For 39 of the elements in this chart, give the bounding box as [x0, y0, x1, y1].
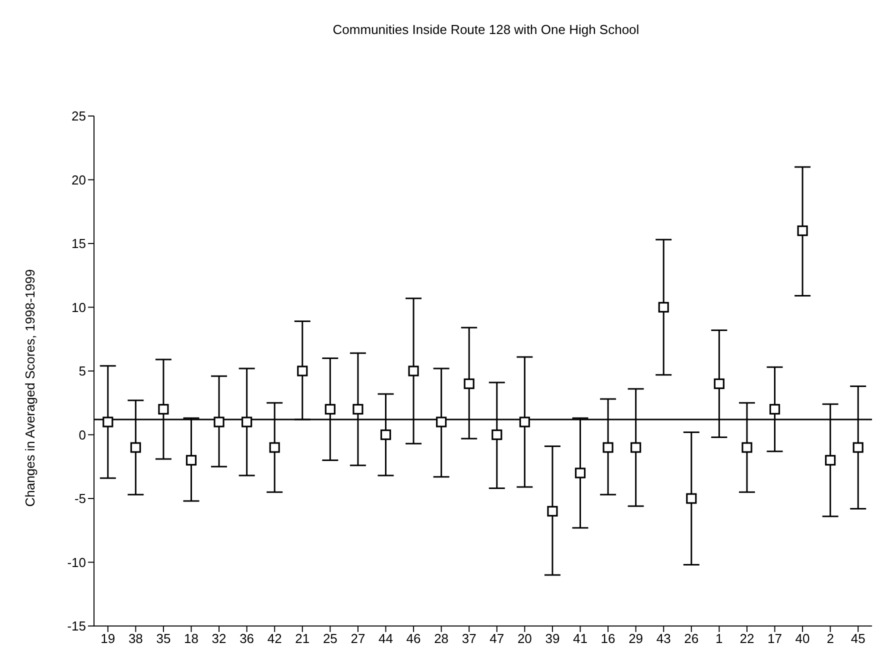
y-tick-label: 20: [72, 172, 86, 188]
x-tick-label: 25: [322, 631, 338, 646]
x-tick-label: 26: [684, 631, 699, 646]
x-tick-label: 28: [434, 631, 449, 646]
chart-title: Communities Inside Route 128 with One High School: [332, 22, 640, 37]
y-tick-label: 25: [72, 108, 86, 124]
x-tick-label: 17: [768, 631, 782, 646]
y-tick-label: 0: [78, 427, 86, 442]
x-tick-label: 35: [156, 631, 171, 646]
x-tick-label: 42: [267, 631, 282, 646]
x-tick-label: 18: [184, 631, 198, 646]
x-tick-label: 27: [350, 631, 366, 646]
x-tick-label: 1: [716, 631, 723, 646]
x-tick-label: 16: [600, 631, 616, 646]
x-tick-label: 47: [490, 631, 504, 646]
x-tick-label: 32: [212, 631, 226, 646]
x-tick-label: 40: [795, 631, 810, 646]
y-tick-label: 10: [72, 300, 86, 315]
y-tick-label: -15: [67, 618, 86, 634]
x-tick-label: 21: [295, 631, 310, 646]
x-tick-label: 45: [850, 631, 866, 646]
y-tick-label: -10: [67, 554, 86, 570]
x-tick-label: 19: [100, 631, 116, 646]
y-tick-label: 15: [72, 236, 86, 252]
y-axis-title: Changes in Averaged Scores, 1998-1999: [22, 269, 38, 507]
x-tick-label: 37: [462, 631, 476, 646]
x-tick-label: 36: [240, 631, 254, 646]
y-tick-label: 5: [78, 364, 86, 379]
x-tick-label: 44: [378, 631, 393, 646]
x-tick-label: 2: [826, 631, 834, 646]
x-tick-label: 41: [573, 631, 588, 646]
y-tick-label: -5: [74, 491, 86, 506]
x-tick-label: 22: [740, 631, 754, 646]
x-tick-label: 38: [128, 631, 143, 646]
x-tick-label: 20: [517, 631, 532, 646]
x-tick-label: 46: [406, 631, 421, 646]
x-tick-label: 39: [545, 631, 560, 646]
x-tick-label: 29: [628, 631, 644, 646]
x-tick-label: 43: [656, 631, 671, 646]
